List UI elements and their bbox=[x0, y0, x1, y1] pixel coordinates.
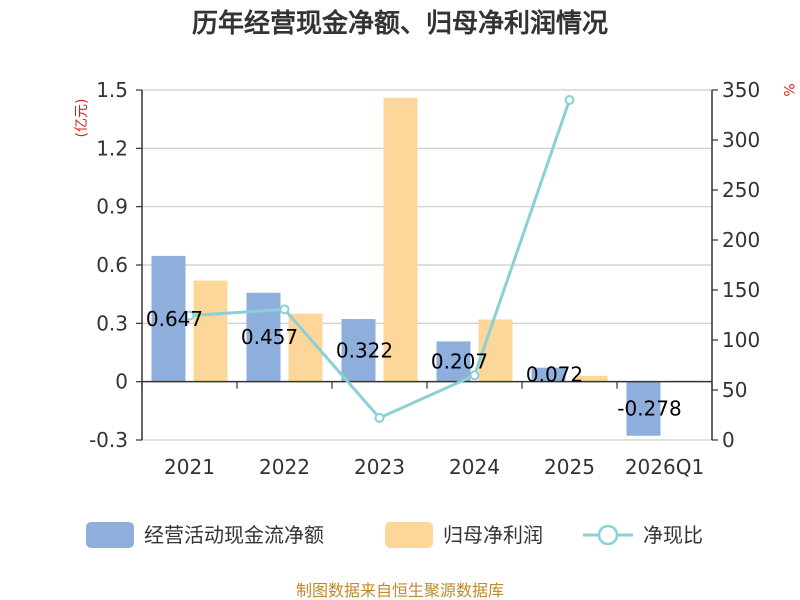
legend-label-cashflow: 经营活动现金流净额 bbox=[144, 523, 324, 547]
cashflow-bar bbox=[341, 319, 376, 382]
grid-lines bbox=[142, 89, 712, 441]
cashflow-data-label: 0.207 bbox=[431, 350, 488, 374]
ratio-point bbox=[374, 412, 385, 423]
left-tick-label: 1.2 bbox=[96, 136, 128, 160]
legend-label-ratio: 净现比 bbox=[643, 523, 703, 547]
cashflow-data-label: 0.647 bbox=[146, 307, 203, 331]
category-label: 2023 bbox=[354, 455, 405, 479]
right-tick-label: 100 bbox=[722, 328, 760, 352]
cashflow-data-label: 0.457 bbox=[241, 325, 298, 349]
legend-swatch-cashflow bbox=[86, 522, 134, 548]
right-tick-label: 200 bbox=[722, 228, 760, 252]
profit-bar bbox=[383, 97, 418, 382]
legend-marker-ratio bbox=[597, 524, 619, 546]
legend: 经营活动现金流净额 归母净利润 净现比 bbox=[86, 522, 703, 548]
right-tick-label: 350 bbox=[722, 78, 760, 102]
cashflow-data-label: -0.278 bbox=[617, 397, 681, 421]
right-axis-unit: % bbox=[780, 83, 796, 96]
left-axis-unit: (亿元) bbox=[74, 99, 90, 138]
cashflow-bar bbox=[531, 367, 566, 382]
right-tick-label: 150 bbox=[722, 278, 760, 302]
data-labels: 0.647 0.457 0.322 0.207 0.072 -0.278 bbox=[146, 307, 682, 421]
legend-label-profit: 归母净利润 bbox=[443, 523, 543, 547]
left-tick-label: 0 bbox=[115, 370, 128, 394]
category-label: 2021 bbox=[164, 455, 215, 479]
cashflow-data-label: 0.322 bbox=[336, 338, 393, 362]
left-tick-label: -0.3 bbox=[89, 428, 128, 452]
ratio-point bbox=[184, 310, 195, 321]
left-tick-label: 0.3 bbox=[96, 311, 128, 335]
right-tick-label: 0 bbox=[722, 428, 735, 452]
profit-bar bbox=[573, 375, 608, 382]
ratio-point bbox=[279, 304, 290, 315]
category-labels: 2021 2022 2023 2024 2025 2026Q1 bbox=[141, 381, 713, 479]
ratio-point bbox=[469, 370, 480, 381]
category-label: 2024 bbox=[449, 455, 500, 479]
category-label: 2025 bbox=[544, 455, 595, 479]
left-tick-label: 1.5 bbox=[96, 78, 128, 102]
left-tick-label: 0.9 bbox=[96, 195, 128, 219]
right-tick-label: 250 bbox=[722, 178, 760, 202]
cashflow-data-label: 0.072 bbox=[526, 363, 583, 387]
cashflow-bar bbox=[151, 255, 186, 382]
cashflow-bar bbox=[246, 292, 281, 382]
profit-bar bbox=[193, 280, 228, 382]
category-label: 2022 bbox=[259, 455, 310, 479]
cashflow-bar bbox=[436, 341, 471, 382]
bars bbox=[151, 97, 703, 436]
right-tick-label: 300 bbox=[722, 128, 760, 152]
legend-swatch-profit bbox=[385, 522, 433, 548]
left-tick-label: 0.6 bbox=[96, 253, 128, 277]
ratio-line-series bbox=[184, 95, 575, 423]
right-axis-ticks: 350 300 250 200 150 100 50 0 bbox=[712, 78, 760, 452]
category-label: 2026Q1 bbox=[625, 455, 704, 479]
source-note: 制图数据来自恒生聚源数据库 bbox=[296, 581, 504, 600]
left-axis-ticks: 1.5 1.2 0.9 0.6 0.3 0 -0.3 bbox=[89, 78, 142, 452]
chart-title: 历年经营现金净额、归母净利润情况 bbox=[192, 8, 608, 39]
ratio-point bbox=[564, 95, 575, 105]
right-tick-label: 50 bbox=[722, 378, 747, 402]
cashflow-bar bbox=[626, 381, 661, 436]
